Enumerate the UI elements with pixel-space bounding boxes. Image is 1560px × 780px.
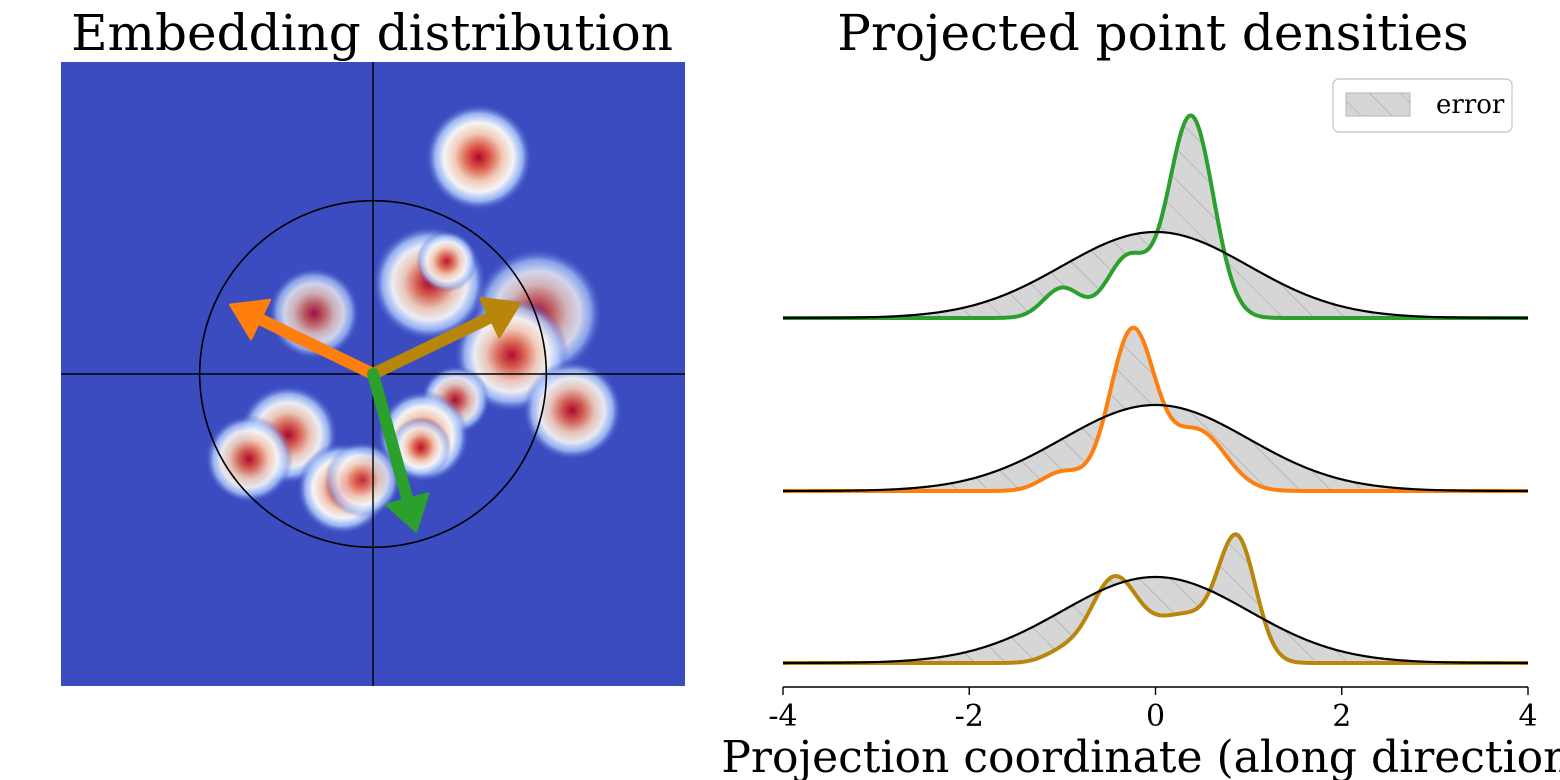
ridge-2	[782, 325, 1529, 493]
density-cluster	[425, 103, 533, 211]
direction-arrow-1	[229, 298, 379, 380]
x-tick-label: 4	[1518, 699, 1537, 734]
error-area	[783, 327, 1528, 491]
series-density-line	[782, 325, 1529, 493]
legend-label: error	[1436, 90, 1505, 120]
x-tick-label: -2	[955, 699, 984, 734]
legend-swatch	[1345, 92, 1411, 117]
reference-gaussian-line	[782, 403, 1529, 493]
x-tick-label: -4	[768, 699, 797, 734]
series-density-line	[782, 532, 1529, 665]
reference-gaussian-line	[782, 230, 1529, 320]
reference-circle	[198, 199, 548, 549]
reference-gaussian-line	[782, 575, 1529, 665]
density-cluster	[205, 415, 293, 503]
density-cluster	[390, 417, 452, 479]
legend-box	[1332, 78, 1513, 133]
density-cluster	[416, 230, 478, 292]
error-area	[783, 534, 1528, 663]
x-tick-label: 2	[1332, 699, 1351, 734]
ridge-3	[782, 532, 1529, 665]
left-panel-title: Embedding distribution	[71, 4, 673, 62]
embedding-heatmap	[61, 62, 685, 686]
error-area	[783, 115, 1528, 318]
direction-arrow-2	[367, 296, 522, 380]
x-axis-label: Projection coordinate (along direction)	[721, 732, 1560, 780]
ridge-1	[782, 113, 1529, 320]
x-axis: -4 -2 0 2 4 Projection coordinate (along dir…	[721, 686, 1560, 780]
right-panel-title: Projected point densities	[837, 4, 1468, 62]
density-cluster	[324, 441, 401, 518]
series-density-line	[782, 113, 1529, 320]
x-tick-label: 0	[1146, 699, 1165, 734]
legend: error	[1332, 78, 1513, 133]
density-cluster	[522, 360, 622, 460]
density-ridges	[782, 113, 1529, 665]
direction-arrow-3	[367, 368, 430, 533]
